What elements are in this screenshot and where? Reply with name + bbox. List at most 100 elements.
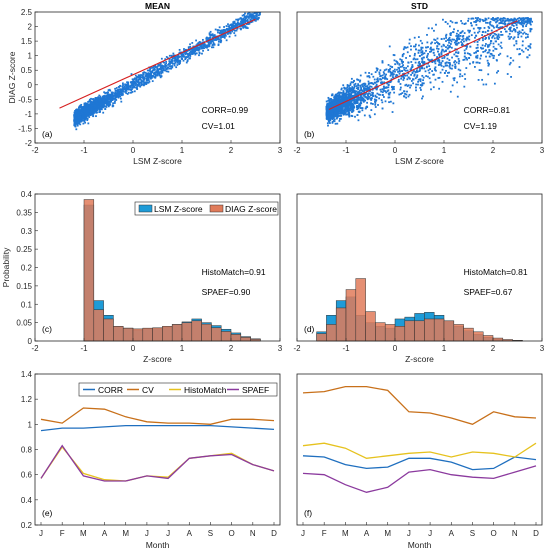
scatter-point xyxy=(164,65,167,68)
scatter-point xyxy=(420,57,423,60)
scatter-point xyxy=(255,14,258,17)
scatter-point xyxy=(343,103,346,105)
scatter-point xyxy=(76,108,78,111)
scatter-point xyxy=(445,54,448,57)
scatter-point xyxy=(442,65,445,68)
scatter-point xyxy=(92,102,95,105)
scatter-point xyxy=(447,53,450,56)
scatter-point xyxy=(417,83,419,86)
x-tick-label: -1 xyxy=(80,146,88,155)
scatter-point xyxy=(77,116,80,119)
scatter-point xyxy=(75,122,78,125)
scatter-point xyxy=(448,65,451,68)
scatter-point xyxy=(423,62,426,65)
scatter-point xyxy=(336,122,339,125)
scatter-point xyxy=(343,102,345,104)
scatter-point xyxy=(120,97,122,100)
scatter-point xyxy=(425,49,427,52)
scatter-point xyxy=(486,59,489,62)
scatter-point xyxy=(456,38,459,41)
scatter-point xyxy=(190,53,193,55)
scatter-point xyxy=(79,113,82,116)
scatter-point xyxy=(227,32,229,35)
scatter-point xyxy=(402,48,405,51)
scatter-point xyxy=(92,108,95,111)
scatter-point xyxy=(173,57,176,60)
scatter-point xyxy=(392,76,395,79)
y-tick-label: 0 xyxy=(28,81,33,90)
scatter-point xyxy=(116,95,119,98)
scatter-point xyxy=(92,98,95,100)
scatter-point xyxy=(373,113,376,116)
scatter-point xyxy=(488,43,491,46)
scatter-point xyxy=(443,55,446,58)
scatter-point xyxy=(389,81,392,84)
scatter-point xyxy=(84,109,86,112)
scatter-point xyxy=(171,66,174,69)
scatter-point xyxy=(446,39,449,41)
scatter-point xyxy=(487,62,490,64)
scatter-point xyxy=(360,89,363,91)
scatter-point xyxy=(257,14,260,17)
scatter-point xyxy=(403,66,405,69)
scatter-point xyxy=(73,122,76,125)
scatter-point xyxy=(76,124,79,127)
scatter-point xyxy=(218,26,221,29)
scatter-point xyxy=(406,74,408,77)
scatter-point xyxy=(345,91,348,94)
scatter-point xyxy=(175,60,178,62)
scatter-point xyxy=(81,113,84,116)
scatter-point xyxy=(201,52,203,55)
scatter-point xyxy=(101,98,103,101)
scatter-point xyxy=(138,81,141,84)
scatter-point xyxy=(448,46,450,49)
scatter-point xyxy=(481,78,484,81)
scatter-point xyxy=(100,108,103,110)
scatter-point xyxy=(93,107,96,110)
scatter-point xyxy=(125,92,128,94)
scatter-point xyxy=(447,61,450,64)
scatter-point xyxy=(146,76,149,79)
scatter-point xyxy=(246,23,248,26)
scatter-point xyxy=(388,69,390,71)
scatter-point xyxy=(336,109,339,112)
scatter-point xyxy=(368,86,370,89)
scatter-point xyxy=(448,71,451,74)
scatter-point xyxy=(393,91,396,94)
scatter-point xyxy=(429,47,432,50)
scatter-point xyxy=(436,47,438,50)
scatter-point xyxy=(174,61,177,64)
scatter-point xyxy=(147,81,150,84)
scatter-point xyxy=(347,113,350,116)
scatter-point xyxy=(482,51,485,53)
scatter-point xyxy=(119,95,122,98)
scatter-point xyxy=(495,33,498,36)
scatter-point xyxy=(518,32,521,35)
scatter-point xyxy=(413,45,415,48)
scatter-point xyxy=(512,24,515,27)
scatter-point xyxy=(342,84,345,87)
scatter-point xyxy=(413,54,416,57)
scatter-point xyxy=(406,78,409,81)
scatter-point xyxy=(386,82,389,85)
scatter-point xyxy=(448,38,450,40)
scatter-point xyxy=(401,53,404,56)
scatter-point xyxy=(496,36,499,39)
scatter-point xyxy=(249,18,252,21)
scatter-point xyxy=(344,107,346,109)
scatter-point xyxy=(365,95,367,98)
scatter-point xyxy=(363,87,365,90)
scatter-point xyxy=(520,23,523,26)
scatter-point xyxy=(359,79,362,82)
scatter-point xyxy=(340,87,343,90)
scatter-point xyxy=(100,105,102,107)
scatter-point xyxy=(380,99,383,102)
stat-annotation: CV=1.01 xyxy=(202,121,236,131)
scatter-point xyxy=(516,17,519,20)
scatter-point xyxy=(75,109,77,112)
scatter-point xyxy=(87,114,90,117)
scatter-point xyxy=(174,57,177,60)
scatter-point xyxy=(508,38,511,40)
scatter-point xyxy=(81,112,84,115)
scatter-point xyxy=(106,100,109,103)
